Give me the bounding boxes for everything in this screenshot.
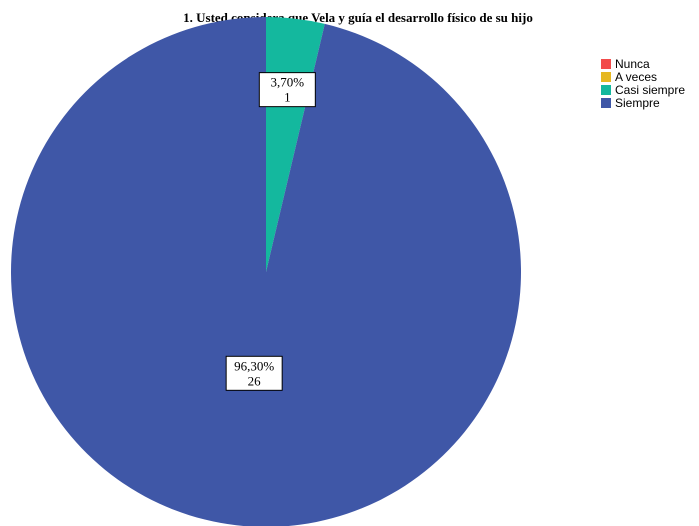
legend-swatch bbox=[601, 59, 611, 69]
data-label-siempre: 96,30%26 bbox=[225, 355, 283, 391]
data-labels: 3,70%1 96,30%26 bbox=[225, 72, 316, 391]
data-label-casi-siempre: 3,70%1 bbox=[258, 72, 316, 108]
legend-item-casi-siempre: Casi siempre bbox=[601, 83, 685, 97]
data-label-box bbox=[225, 355, 283, 391]
data-label-percent: 3,70% bbox=[271, 75, 305, 90]
legend-item-siempre: Siempre bbox=[601, 96, 660, 110]
data-label-count: 26 bbox=[248, 373, 262, 388]
data-label-percent: 96,30% bbox=[234, 358, 274, 373]
legend-item-nunca: Nunca bbox=[601, 57, 650, 71]
data-label-box bbox=[258, 72, 316, 108]
legend-label: A veces bbox=[615, 70, 657, 84]
legend-swatch bbox=[601, 72, 611, 82]
legend-swatch bbox=[601, 98, 611, 108]
legend-label: Nunca bbox=[615, 57, 650, 71]
legend-label: Casi siempre bbox=[615, 83, 685, 97]
data-label-count: 1 bbox=[284, 90, 291, 105]
legend-swatch bbox=[601, 85, 611, 95]
pie-slice-siempre bbox=[11, 17, 521, 526]
legend-label: Siempre bbox=[615, 96, 660, 110]
legend-item-a-veces: A veces bbox=[601, 70, 657, 84]
